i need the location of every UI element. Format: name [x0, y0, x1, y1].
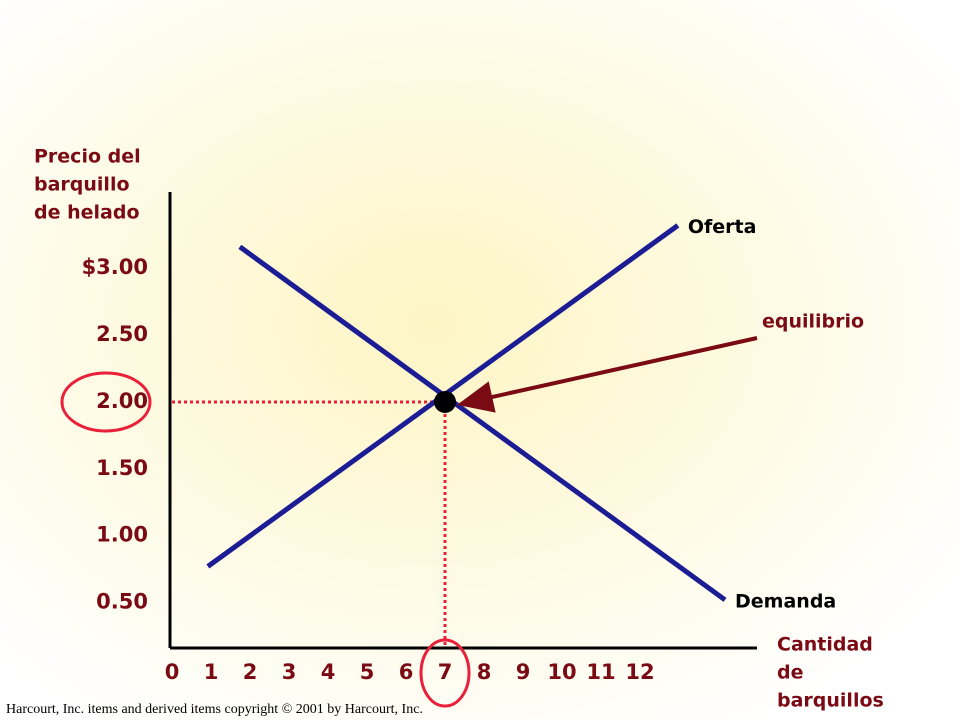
y-tick-label: 1.00 [96, 523, 148, 547]
series-line [238, 244, 727, 602]
equilibrium-point [434, 390, 456, 413]
x-tick-label: 5 [360, 660, 375, 684]
highlight-circle [419, 638, 471, 708]
y-tick-label: 2.50 [96, 322, 148, 346]
y-tick-label: $3.00 [82, 255, 148, 279]
annotation-arrow [457, 336, 758, 413]
x-tick-label: 0 [165, 660, 180, 684]
x-tick-label: 6 [399, 660, 414, 684]
x-tick-label: 3 [282, 660, 297, 684]
y-axis-label: barquillo [34, 174, 130, 196]
x-tick-label: 1 [204, 660, 219, 684]
y-tick-label: 0.50 [96, 590, 148, 614]
x-tick-label: 7 [438, 660, 453, 684]
series-label: Oferta [688, 216, 757, 238]
highlight-circle [60, 371, 152, 433]
y-tick-label: 2.00 [96, 389, 148, 413]
series-label: Demanda [735, 590, 836, 612]
x-tick-label: 11 [586, 660, 615, 684]
x-axis-label: barquillos [777, 690, 884, 712]
y-axis-label: de helado [34, 202, 140, 224]
x-tick-label: 9 [516, 660, 531, 684]
x-tick-label: 2 [243, 660, 258, 684]
y-tick-label: 1.50 [96, 456, 148, 480]
y-axis-label: Precio del [34, 146, 141, 168]
x-tick-label: 12 [625, 660, 654, 684]
x-tick-label: 10 [547, 660, 576, 684]
x-axis-label: Cantidad [777, 634, 873, 656]
footer: Harcourt, Inc. items and derived items c… [6, 702, 423, 717]
annotation: equilibrio [762, 311, 864, 333]
x-axis-label: de [777, 662, 804, 684]
x-tick-label: 8 [477, 660, 492, 684]
x-tick-label: 4 [321, 660, 336, 684]
